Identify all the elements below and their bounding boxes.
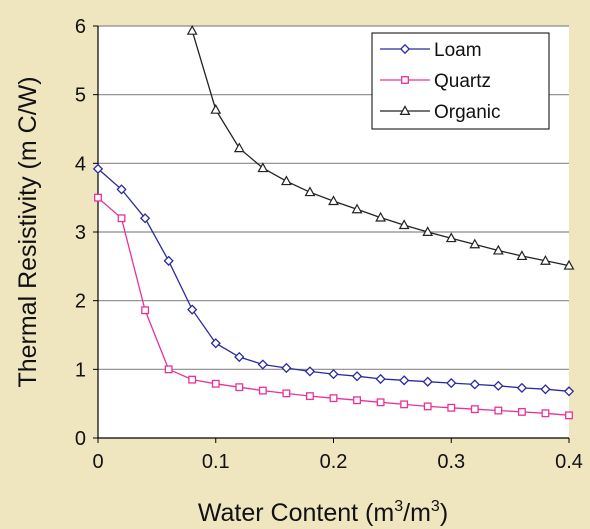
legend-marker-loam: [399, 43, 411, 55]
data-point-quartz: [329, 394, 338, 403]
legend-label-organic: Organic: [434, 102, 501, 123]
data-point-organic: [351, 203, 363, 214]
y-axis-title: Thermal Resistivity (m C/W): [14, 76, 42, 387]
data-point-loam: [399, 375, 410, 386]
series-layer: [92, 24, 575, 420]
data-point-quartz: [258, 386, 267, 395]
data-point-quartz: [305, 392, 314, 401]
data-point-organic: [445, 232, 457, 243]
data-point-organic: [186, 24, 198, 35]
data-point-organic: [469, 238, 481, 249]
legend-marker-organic: [399, 105, 411, 116]
data-point-organic: [375, 211, 387, 222]
data-point-quartz: [353, 396, 361, 405]
data-point-loam: [469, 379, 480, 390]
series-organic: [186, 24, 575, 270]
y-tick-label: 4: [75, 153, 86, 175]
y-tick-label: 6: [75, 16, 86, 38]
data-point-organic: [304, 186, 316, 197]
data-point-loam: [328, 369, 339, 380]
data-point-organic: [492, 244, 504, 255]
data-point-quartz: [565, 411, 573, 420]
data-point-quartz: [141, 306, 150, 315]
x-tick-label: 0.3: [437, 451, 465, 473]
legend-label-quartz: Quartz: [434, 71, 491, 92]
data-point-loam: [116, 184, 127, 195]
data-point-loam: [375, 373, 386, 385]
data-point-organic: [398, 219, 410, 230]
data-point-loam: [516, 382, 528, 393]
data-point-loam: [92, 163, 104, 174]
data-point-quartz: [494, 406, 503, 415]
axes: [93, 25, 570, 443]
data-point-organic: [540, 254, 551, 265]
series-quartz: [94, 193, 573, 420]
data-point-loam: [210, 338, 221, 349]
data-point-loam: [540, 384, 551, 395]
y-tick-label: 2: [75, 291, 86, 313]
x-tick-label: 0.2: [320, 451, 348, 473]
x-tick-label: 0.1: [202, 451, 230, 473]
data-point-loam: [422, 376, 433, 387]
data-point-quartz: [423, 402, 432, 411]
x-tick-label: 0: [92, 451, 103, 473]
y-tick-label: 1: [75, 359, 86, 381]
data-point-quartz: [400, 400, 409, 409]
x-tick-label: 0.4: [555, 451, 583, 473]
x-axis-title: Water Content (m3/m3): [198, 498, 448, 527]
data-point-loam: [139, 213, 151, 224]
data-point-quartz: [211, 379, 220, 388]
y-tick-label: 3: [75, 222, 86, 244]
y-tick-label: 5: [75, 85, 86, 107]
data-point-quartz: [117, 214, 126, 223]
data-point-quartz: [164, 365, 173, 374]
data-point-loam: [563, 386, 575, 397]
series-loam: [92, 163, 575, 397]
data-point-quartz: [94, 193, 102, 202]
data-point-loam: [257, 359, 268, 370]
gridlines: [98, 25, 569, 370]
data-point-quartz: [282, 389, 291, 398]
data-point-organic: [563, 259, 575, 270]
data-point-organic: [233, 142, 245, 153]
data-point-loam: [187, 304, 198, 315]
legend: Loam Quartz Organic: [371, 32, 550, 130]
data-point-loam: [281, 362, 292, 374]
data-point-quartz: [470, 405, 479, 414]
data-point-loam: [163, 255, 174, 266]
data-point-loam: [493, 380, 504, 391]
data-point-quartz: [235, 383, 244, 392]
legend-marker-quartz: [401, 76, 409, 84]
data-point-loam: [351, 371, 363, 382]
data-point-loam: [304, 366, 316, 377]
data-point-loam: [446, 377, 457, 389]
data-point-quartz: [188, 375, 197, 384]
data-point-organic: [328, 195, 339, 206]
data-point-organic: [422, 226, 434, 236]
legend-label-loam: Loam: [434, 40, 482, 61]
data-point-quartz: [376, 398, 385, 407]
tick-labels: 0 1 2 3 4 5 6 0 0.1 0.2 0.3 0.4: [75, 16, 583, 473]
data-point-quartz: [517, 407, 526, 416]
data-point-loam: [234, 351, 245, 363]
data-point-organic: [210, 103, 222, 114]
data-point-quartz: [541, 409, 550, 418]
data-point-organic: [280, 175, 292, 186]
data-point-organic: [257, 162, 269, 173]
y-tick-label: 0: [75, 428, 86, 450]
data-point-organic: [516, 250, 528, 261]
data-point-quartz: [447, 403, 456, 412]
